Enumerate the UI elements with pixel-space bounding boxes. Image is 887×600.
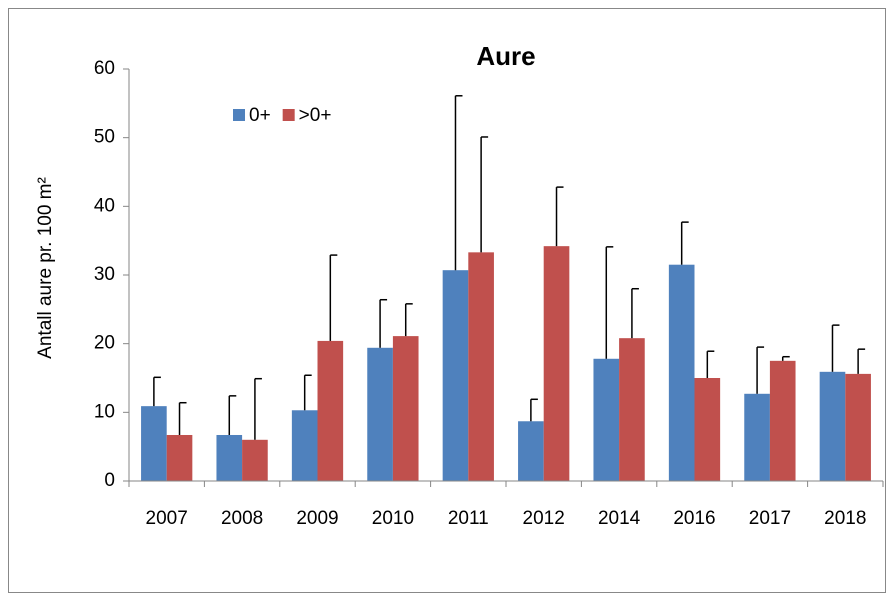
bar	[166, 434, 193, 481]
bar	[694, 378, 721, 481]
x-tick-label: 2018	[824, 508, 866, 529]
bar	[216, 434, 243, 481]
x-tick-label: 2007	[146, 508, 188, 529]
bar	[141, 406, 167, 481]
bar	[468, 252, 494, 481]
x-tick-label: 2014	[598, 508, 641, 529]
bar	[668, 264, 695, 481]
legend-label: >0+	[299, 105, 332, 126]
bar	[367, 347, 393, 481]
y-tick-label: 20	[94, 333, 115, 354]
legend-swatch	[233, 109, 245, 121]
y-tick-label: 50	[94, 127, 115, 148]
x-tick-label: 2008	[221, 508, 263, 529]
y-axis-label: Antall aure pr. 100 m²	[35, 177, 56, 359]
bar	[619, 338, 645, 481]
bar	[769, 360, 796, 481]
x-tick-label: 2009	[296, 508, 338, 529]
chart-title: Aure	[476, 41, 535, 71]
bar	[593, 358, 620, 481]
legend-label: 0+	[249, 105, 271, 126]
bar	[291, 410, 318, 481]
x-tick-label: 2016	[673, 508, 715, 529]
bar	[819, 371, 846, 481]
legend-swatch	[282, 109, 295, 121]
bar	[518, 421, 544, 481]
y-tick-label: 60	[94, 58, 115, 79]
x-tick-label: 2010	[372, 508, 414, 529]
bar	[845, 373, 871, 481]
bar	[442, 270, 469, 481]
x-tick-label: 2017	[749, 508, 791, 529]
y-tick-label: 40	[94, 195, 115, 216]
x-tick-label: 2012	[523, 508, 565, 529]
bar	[242, 439, 268, 481]
bar	[392, 336, 419, 481]
bar	[744, 393, 770, 481]
bar	[543, 246, 570, 481]
bar	[317, 340, 344, 481]
x-tick-label: 2011	[448, 508, 489, 529]
y-tick-label: 0	[104, 470, 115, 491]
y-tick-label: 30	[94, 264, 115, 285]
y-tick-label: 10	[94, 401, 115, 422]
